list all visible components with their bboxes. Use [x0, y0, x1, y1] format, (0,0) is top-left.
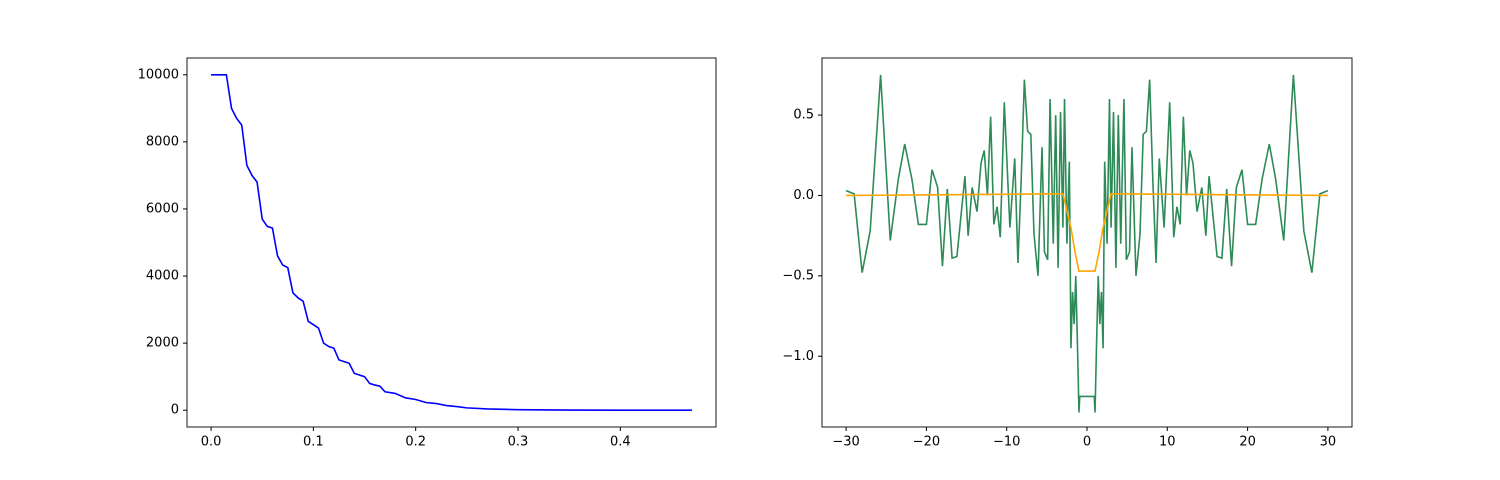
axes-frame	[186, 57, 717, 428]
axes-frame	[821, 57, 1353, 428]
y-tick-label: 2000	[146, 336, 179, 351]
data-line	[845, 74, 1329, 413]
y-tick-label: −0.5	[782, 268, 814, 283]
x-tick-label: 10	[1159, 435, 1176, 450]
y-tick-label: 10000	[138, 67, 179, 82]
y-tick-label: 8000	[146, 134, 179, 149]
y-tick-label: 0.5	[793, 108, 814, 123]
x-tick-label: 0.0	[201, 435, 222, 450]
x-tick-label: −20	[913, 435, 940, 450]
x-tick-label: 0.2	[405, 435, 426, 450]
x-tick-label: 30	[1320, 435, 1337, 450]
y-tick-label: 4000	[146, 269, 179, 284]
y-tick-label: −1.0	[782, 349, 814, 364]
data-line	[846, 193, 1328, 272]
y-tick-label: 6000	[146, 201, 179, 216]
x-tick-label: 0.4	[610, 435, 631, 450]
x-tick-label: −30	[832, 435, 859, 450]
data-line	[211, 73, 692, 412]
x-tick-label: 20	[1239, 435, 1256, 450]
x-tick-label: −10	[993, 435, 1020, 450]
y-tick-label: 0	[171, 403, 179, 418]
x-tick-label: 0.3	[508, 435, 529, 450]
x-tick-label: 0.1	[303, 435, 324, 450]
y-tick-label: 0.0	[793, 188, 814, 203]
x-tick-label: 0	[1083, 435, 1091, 450]
